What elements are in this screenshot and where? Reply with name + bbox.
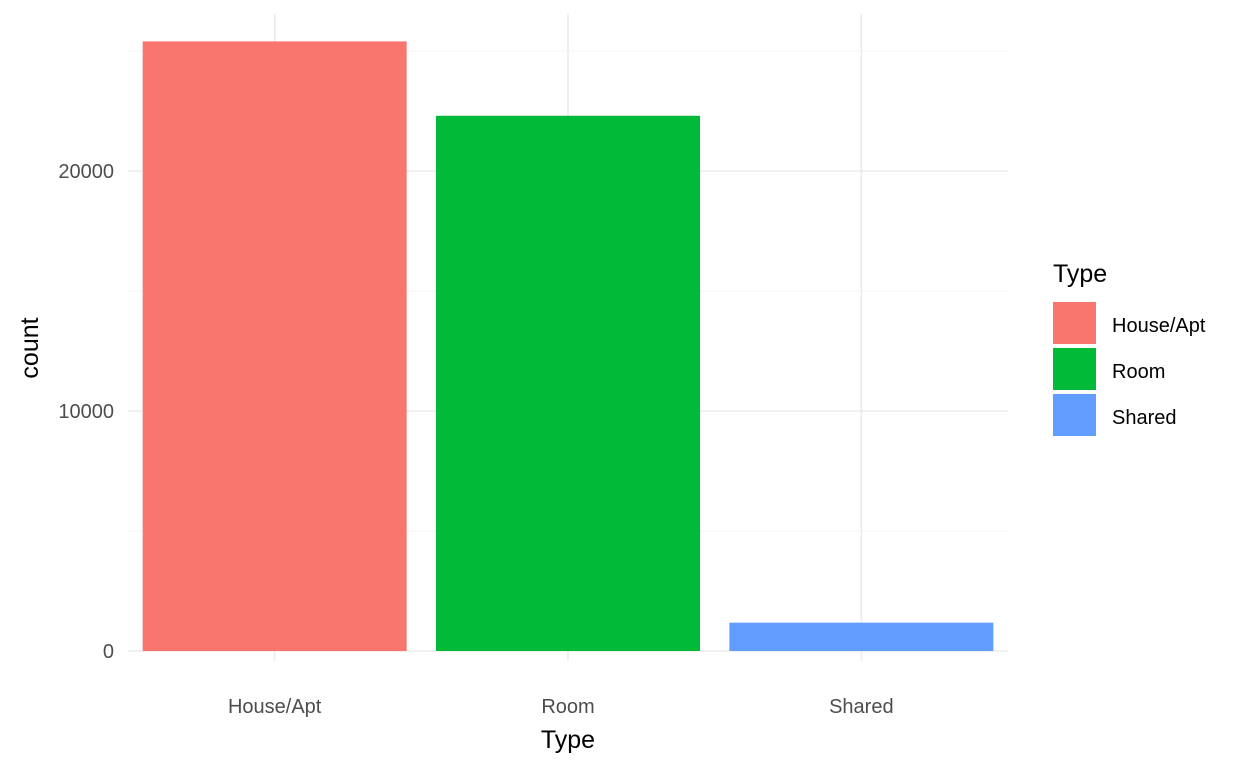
x-axis-ticks: House/Apt Room Shared xyxy=(228,696,894,718)
bar-house-apt xyxy=(142,41,407,651)
legend-title: Type xyxy=(1053,260,1107,288)
legend-swatch xyxy=(1053,302,1096,344)
y-tick-label: 0 xyxy=(103,641,114,663)
x-tick-label: Shared xyxy=(829,696,894,718)
bar-room xyxy=(436,115,700,652)
x-tick-label: House/Apt xyxy=(228,696,322,718)
legend: Type House/Apt Room Shared xyxy=(1053,260,1206,436)
y-tick-label: 10000 xyxy=(58,401,114,423)
y-axis-title: count xyxy=(16,317,44,378)
x-tick-label: Room xyxy=(541,696,594,718)
y-axis-ticks: 0 10000 20000 xyxy=(58,161,114,663)
legend-label: Room xyxy=(1112,361,1165,383)
y-tick-label: 20000 xyxy=(58,161,114,183)
legend-swatch xyxy=(1053,348,1096,390)
bar-shared xyxy=(729,622,994,651)
bars xyxy=(142,41,994,652)
legend-label: Shared xyxy=(1112,407,1177,429)
legend-swatch xyxy=(1053,394,1096,436)
legend-label: House/Apt xyxy=(1112,315,1206,337)
x-axis-title: Type xyxy=(541,726,595,754)
